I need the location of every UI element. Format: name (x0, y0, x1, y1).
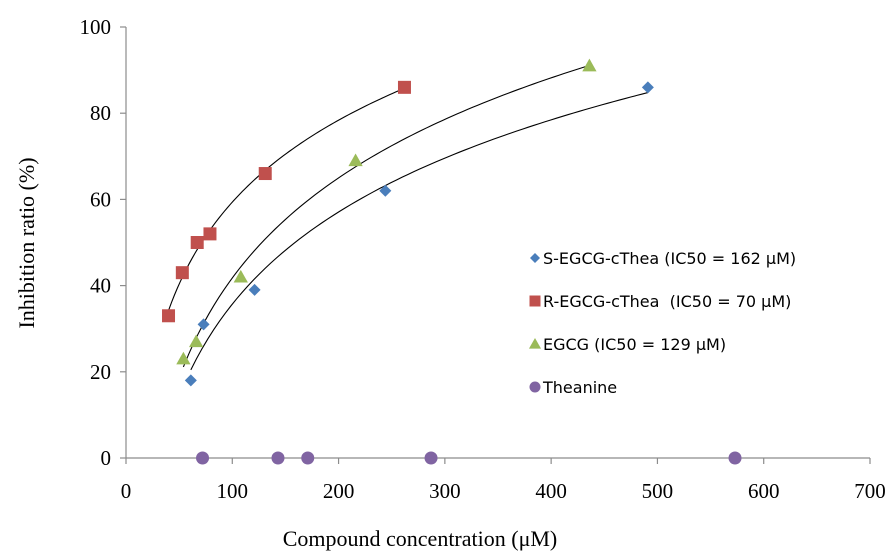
data-point-series-2 (176, 351, 191, 365)
y-tick-label: 80 (90, 101, 111, 125)
x-tick-label: 500 (642, 479, 674, 503)
legend-marker-square (529, 295, 541, 307)
y-axis-title: Inhibition ratio (%) (14, 157, 39, 328)
data-point-series-1 (175, 266, 189, 280)
legend-marker-circle (529, 381, 541, 393)
y-tick-label: 40 (90, 274, 111, 298)
x-axis-title: Compound concentration (μM) (283, 526, 558, 551)
x-tick-label: 400 (535, 479, 567, 503)
x-tick-label: 700 (854, 479, 886, 503)
data-point-series-2 (233, 269, 248, 283)
data-point-series-2 (188, 334, 204, 348)
legend-label: S-EGCG-cThea (IC50 = 162 μM) (543, 249, 796, 268)
data-point-series-1 (258, 167, 272, 181)
data-point-series-1 (190, 236, 204, 249)
x-tick-label: 200 (323, 479, 355, 503)
y-tick-label: 100 (80, 15, 112, 39)
data-point-series-0 (379, 184, 392, 197)
data-point-series-1 (203, 227, 217, 241)
data-point-series-2 (582, 58, 597, 72)
data-point-series-0 (184, 374, 197, 387)
x-tick-label: 0 (121, 479, 132, 503)
trendline-series-0 (190, 92, 648, 371)
y-tick-label: 60 (90, 187, 111, 211)
legend: S-EGCG-cThea (IC50 = 162 μM) R-EGCG-cThea… (528, 249, 796, 397)
data-point-series-1 (397, 80, 411, 94)
legend-marker-diamond (530, 253, 540, 263)
x-tick-label: 100 (217, 479, 249, 503)
legend-label: Theanine (542, 378, 617, 397)
axes: 0 20 40 60 80 100 0 100 200 300 400 500 600 700 (80, 15, 886, 503)
legend-label: EGCG (IC50 = 129 μM) (543, 335, 726, 354)
data-point-series-3 (271, 451, 285, 465)
data-point-series-0 (641, 81, 654, 94)
legend-marker-triangle (528, 337, 542, 349)
x-tick-label: 300 (429, 479, 461, 503)
x-ticks: 0 100 200 300 400 500 600 700 (121, 458, 886, 503)
data-point-series-1 (162, 309, 176, 323)
data-point-series-3 (728, 451, 742, 465)
y-tick-label: 20 (90, 360, 111, 384)
x-tick-label: 600 (748, 479, 780, 503)
data-point-series-0 (197, 318, 210, 331)
data-point-series-3 (301, 451, 315, 465)
y-ticks: 0 20 40 60 80 100 (80, 15, 126, 470)
markers (162, 58, 742, 465)
trendline-series-2 (182, 64, 590, 368)
data-point-series-3 (196, 451, 210, 465)
data-point-series-2 (348, 153, 363, 167)
legend-label: R-EGCG-cThea (IC50 = 70 μM) (543, 292, 791, 311)
trendlines (167, 64, 648, 371)
y-tick-label: 0 (101, 446, 112, 470)
data-point-series-3 (424, 451, 438, 465)
data-point-series-0 (248, 283, 261, 296)
trendline-series-1 (167, 87, 405, 311)
